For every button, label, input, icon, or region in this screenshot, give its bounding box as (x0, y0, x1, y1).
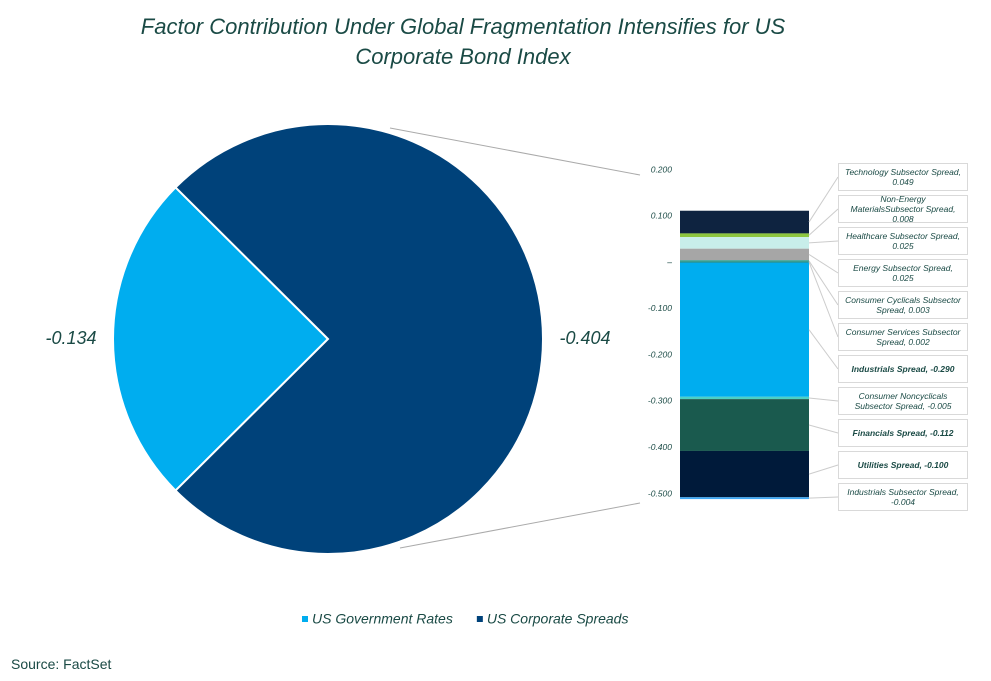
bar-segment (680, 233, 809, 238)
data-label: Consumer Noncyclicals Subsector Spread, … (838, 387, 968, 415)
leader-line (808, 496, 839, 499)
pie-slice (112, 186, 330, 492)
leader-line (808, 329, 839, 370)
data-label: -0.134 (45, 328, 96, 348)
bar-segment (680, 399, 809, 451)
bar-segment (680, 450, 809, 498)
leader-line (808, 261, 839, 338)
bar-segment (680, 248, 809, 261)
legend-swatch (476, 616, 483, 622)
y-tick-label: 0.100 (651, 211, 673, 221)
source: Source: FactSet (11, 656, 112, 672)
y-tick-label: -0.300 (648, 396, 672, 406)
leader-line (808, 176, 839, 223)
data-label: Technology Subsector Spread, 0.049 (838, 163, 968, 191)
bar-segment (680, 497, 809, 500)
data-label: Consumer Cyclicals Subsector Spread, 0.0… (838, 291, 968, 319)
y-tick-label: -0.100 (648, 303, 672, 313)
leader-line (808, 240, 839, 244)
data-label: Non-Energy MaterialsSubsector Spread, 0.… (838, 194, 968, 224)
leader-line (808, 424, 839, 434)
leader-line (808, 208, 839, 236)
bar-segment (680, 260, 809, 262)
data-label: Financials Spread, -0.112 (838, 419, 968, 447)
data-label: Industrials Spread, -0.290 (838, 355, 968, 383)
pie-slice (174, 123, 545, 555)
legend-label: US Corporate Spreads (487, 611, 629, 627)
leader-line (808, 464, 839, 475)
connector-line (389, 127, 641, 176)
leader-line (808, 254, 839, 274)
y-tick-label: -0.500 (648, 488, 672, 498)
leader-line (808, 397, 839, 402)
y-tick-label: – (666, 257, 672, 267)
y-tick-label: 0.200 (651, 164, 673, 174)
chart-title: Factor Contribution Under Global Fragmen… (140, 14, 786, 69)
bar-segment (680, 210, 809, 234)
data-label: -0.404 (559, 328, 610, 348)
legend-swatch (302, 616, 308, 622)
connector-line (399, 502, 641, 549)
bar-segment (680, 262, 809, 397)
leader-line (808, 260, 839, 306)
bar-segment (680, 261, 809, 263)
data-label: Industrials Subsector Spread, -0.004 (838, 483, 968, 511)
y-tick-label: -0.200 (648, 349, 672, 359)
bar-segment (680, 237, 809, 249)
bar-segment (680, 396, 809, 400)
legend-label: US Government Rates (312, 611, 453, 627)
data-label: Utilities Spread, -0.100 (838, 451, 968, 479)
data-label: Energy Subsector Spread, 0.025 (838, 259, 968, 287)
data-label: Consumer Services Subsector Spread, 0.00… (838, 323, 968, 351)
y-tick-label: -0.400 (648, 442, 672, 452)
data-label: Healthcare Subsector Spread, 0.025 (838, 227, 968, 255)
